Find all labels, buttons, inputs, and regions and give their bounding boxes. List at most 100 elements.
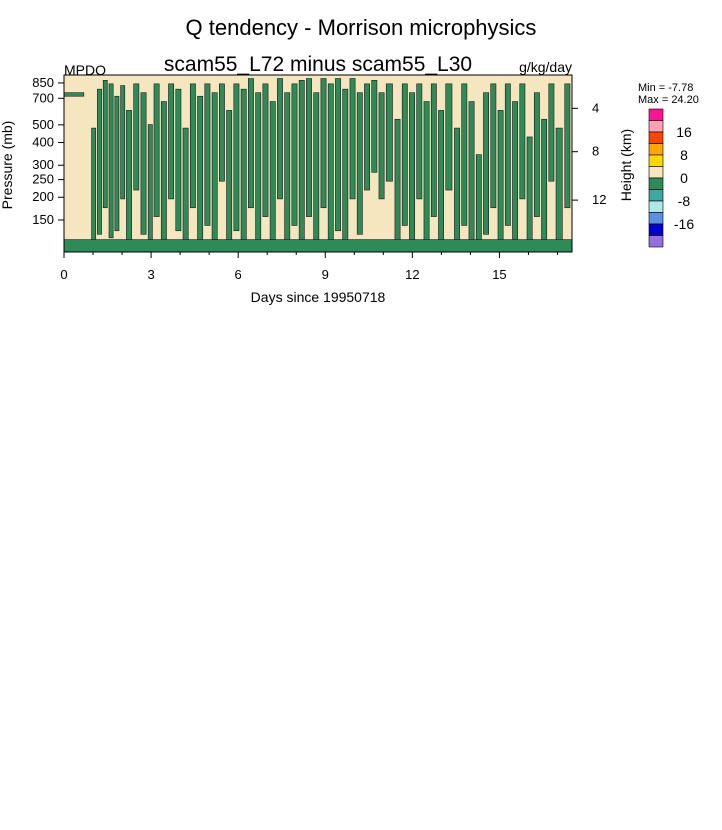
right-axis-label: Height (km) (618, 129, 634, 201)
contour-band (519, 83, 526, 200)
y-tick-label: 850 (32, 75, 54, 90)
right-axis: 4 8 12 (572, 100, 606, 207)
contour-band (147, 124, 153, 244)
contour-band (204, 83, 211, 226)
contour-band (497, 110, 504, 244)
x-tick-label: 3 (147, 267, 154, 282)
contour-band (416, 83, 423, 200)
contour-band (548, 83, 555, 182)
chart-title: Q tendency - Morrison microphysics (186, 15, 537, 40)
contour-field (64, 78, 572, 252)
x-tick-label: 9 (322, 267, 329, 282)
colorbar-swatch (648, 235, 664, 248)
contour-band (197, 95, 204, 244)
contour-band (262, 83, 269, 217)
contour-band (555, 127, 563, 244)
contour-band (140, 92, 147, 235)
contour-band (108, 83, 114, 239)
contour-band (153, 83, 160, 217)
max-label: Max = 24.20 (638, 94, 699, 106)
contour-band (255, 92, 262, 244)
contour-band (504, 83, 511, 226)
contour-band (284, 92, 291, 244)
contour-band (102, 80, 108, 209)
contour-band (475, 154, 482, 244)
contour-band (120, 85, 126, 200)
contour-band (423, 101, 430, 244)
right-tick-label: 12 (592, 192, 606, 207)
contour-band (133, 83, 140, 191)
colorbar-swatch (648, 166, 664, 179)
contour-band (564, 83, 571, 209)
contour-band (91, 127, 97, 244)
colorbar-labels: 16 8 0 -8 -16 (674, 124, 694, 232)
colorbar-tick-label: -8 (678, 193, 691, 209)
right-tick-label: 4 (592, 100, 599, 115)
y-tick-label: 700 (32, 90, 54, 105)
colorbar-swatch (648, 154, 664, 167)
contour-band (313, 92, 320, 244)
contour-band (291, 83, 298, 226)
contour-band (364, 83, 370, 191)
y-tick-label: 400 (32, 134, 54, 149)
x-axis: 0 3 6 9 12 15 (60, 252, 558, 282)
y-tick-label: 300 (32, 157, 54, 172)
contour-band (533, 92, 540, 217)
contour-band (430, 83, 437, 217)
plot-frame (63, 74, 573, 253)
min-label: Min = -7.78 (638, 82, 693, 94)
contour-band (342, 88, 349, 244)
contour-band (64, 239, 572, 252)
contour-band (175, 88, 182, 232)
contour-band (269, 101, 276, 240)
contour-band (512, 101, 519, 244)
contour-band (385, 83, 393, 182)
y-tick-label: 500 (32, 117, 54, 132)
contour-band (298, 80, 305, 244)
colorbar-swatch (648, 143, 664, 156)
units-string: g/kg/day (519, 59, 572, 75)
contour-band (483, 92, 489, 235)
contour-band (371, 80, 378, 173)
contour-band (160, 101, 167, 244)
contour-band (64, 92, 85, 97)
contour-band (97, 88, 102, 235)
contour-band (335, 78, 341, 232)
x-tick-label: 6 (235, 267, 242, 282)
contour-band (445, 83, 453, 191)
contour-band (277, 78, 283, 200)
contour-band (168, 83, 175, 200)
colorbar-tick-label: 16 (676, 124, 692, 140)
contour-band (320, 78, 327, 209)
colorbar (648, 108, 664, 248)
colorbar-swatch (648, 223, 664, 236)
colorbar-swatch (648, 177, 664, 190)
y-axis-label: Pressure (mb) (0, 121, 15, 210)
contour-band (356, 92, 363, 235)
contour-band (349, 78, 356, 200)
contour-band (233, 83, 240, 232)
right-tick-label: 8 (592, 144, 599, 159)
contour-band (541, 118, 548, 244)
contour-band (126, 110, 132, 244)
x-tick-label: 15 (492, 267, 506, 282)
colorbar-swatch (648, 108, 664, 121)
colorbar-swatch (648, 200, 664, 213)
colorbar-swatch (648, 131, 664, 144)
y-tick-label: 150 (32, 212, 54, 227)
contour-band (248, 78, 254, 209)
contour-band (219, 83, 225, 182)
chart-subtitle: scam55_L72 minus scam55_L30 (164, 53, 472, 76)
contour-band (468, 101, 475, 244)
contour-band (394, 118, 401, 244)
contour-band (490, 83, 497, 209)
colorbar-tick-label: -16 (674, 216, 694, 232)
contour-band (409, 92, 415, 244)
colorbar-tick-label: 0 (680, 170, 688, 186)
contour-band (438, 110, 444, 244)
contour-band (114, 95, 120, 232)
contour-band (226, 110, 233, 244)
contour-band (401, 83, 408, 226)
colorbar-swatch (648, 212, 664, 225)
